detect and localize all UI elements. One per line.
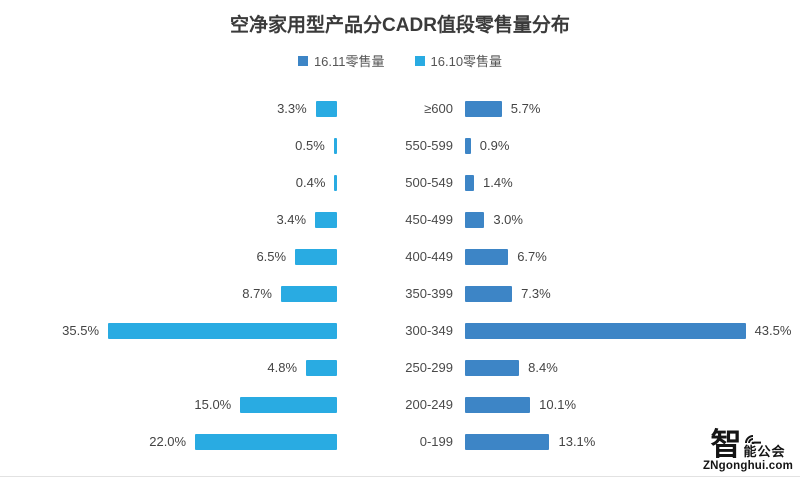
legend-swatch-16-10-icon [414,55,425,66]
bar-16-11 [465,100,502,117]
legend-label-16-11: 16.11零售量 [313,54,385,69]
bar-16-11 [465,396,531,413]
left-value-label: 0.4% [295,175,326,190]
bar-16-10 [334,174,337,191]
right-value-label: 43.5% [754,323,792,338]
chart-row: 15.0% 200-249 10.1% [0,386,800,423]
chart-row: 8.7% 350-399 7.3% [0,275,800,312]
right-value-label: 10.1% [539,397,577,412]
chart-row: 0.4% 500-549 1.4% [0,164,800,201]
right-value-label: 5.7% [510,101,541,116]
left-value-label: 6.5% [256,249,287,264]
chart-rows: 3.3% ≥600 5.7% 0.5% 550-599 0.9% 0.4% 500-549 1.… [0,90,800,460]
right-value-label: 3.0% [493,212,523,227]
chart-row: 22.0% 0-199 13.1% [0,423,800,460]
bar-16-10 [295,248,337,265]
category-label: 300-349 [405,323,453,338]
legend-item-16-10: 16.10零售量 [414,51,503,70]
bar-16-10 [195,433,337,450]
left-value-label: 22.0% [149,434,187,449]
left-value-label: 15.0% [194,397,232,412]
bar-16-10 [240,396,337,413]
category-label: 250-299 [405,360,453,375]
legend-swatch-16-11-icon [297,55,308,66]
right-value-label: 8.4% [528,360,558,375]
watermark-logo-glyph: 智 [710,426,742,462]
right-value-label: 1.4% [483,175,513,190]
right-value-label: 6.7% [517,249,547,264]
bar-16-11 [465,174,475,191]
bar-16-10 [315,100,337,117]
category-label: 0-199 [419,434,453,449]
chart-row: 4.8% 250-299 8.4% [0,349,800,386]
left-value-label: 0.5% [295,138,325,153]
chart-row: 6.5% 400-449 6.7% [0,238,800,275]
bar-16-10 [315,211,337,228]
category-label: 200-249 [405,397,453,412]
right-value-label: 0.9% [479,138,510,153]
left-value-label: 3.3% [277,101,307,116]
chart-title: 空净家用型产品分CADR值段零售量分布 [230,15,570,36]
bar-16-11 [465,211,485,228]
chart-row: 3.3% ≥600 5.7% [0,90,800,127]
bar-16-10 [280,285,337,302]
right-value-label: 13.1% [558,434,596,449]
category-label: ≥600 [424,101,453,116]
chart-row: 3.4% 450-499 3.0% [0,201,800,238]
category-label: 450-499 [405,212,453,227]
bottom-divider [0,476,800,477]
chart-row: 35.5% 300-349 43.5% [0,312,800,349]
watermark-logo: 智 能公会 [702,426,794,462]
category-label: 550-599 [405,138,453,153]
bar-16-10 [306,359,337,376]
bar-16-11 [465,433,550,450]
wifi-icon [745,434,762,444]
watermark-site-url: ZNgonghui.com [702,460,794,472]
watermark: 智 能公会 ZNgonghui.com [702,426,794,472]
category-label: 500-549 [405,175,453,190]
category-label: 400-449 [405,249,453,264]
bar-16-10 [333,137,337,154]
legend: 16.11零售量 16.10零售量 [0,51,800,70]
bar-16-11 [465,322,746,339]
left-value-label: 8.7% [242,286,272,301]
bar-16-11 [465,285,513,302]
bar-16-11 [465,137,471,154]
right-value-label: 7.3% [521,286,551,301]
bar-16-11 [465,359,520,376]
legend-item-16-11: 16.11零售量 [297,51,385,70]
left-value-label: 4.8% [267,360,298,375]
legend-label-16-10: 16.10零售量 [430,54,503,69]
bar-16-11 [465,248,509,265]
chart-row: 0.5% 550-599 0.9% [0,127,800,164]
left-value-label: 35.5% [62,323,100,338]
bar-16-10 [108,322,337,339]
left-value-label: 3.4% [276,212,307,227]
watermark-logo-text: 能公会 [743,443,786,459]
category-label: 350-399 [405,286,453,301]
